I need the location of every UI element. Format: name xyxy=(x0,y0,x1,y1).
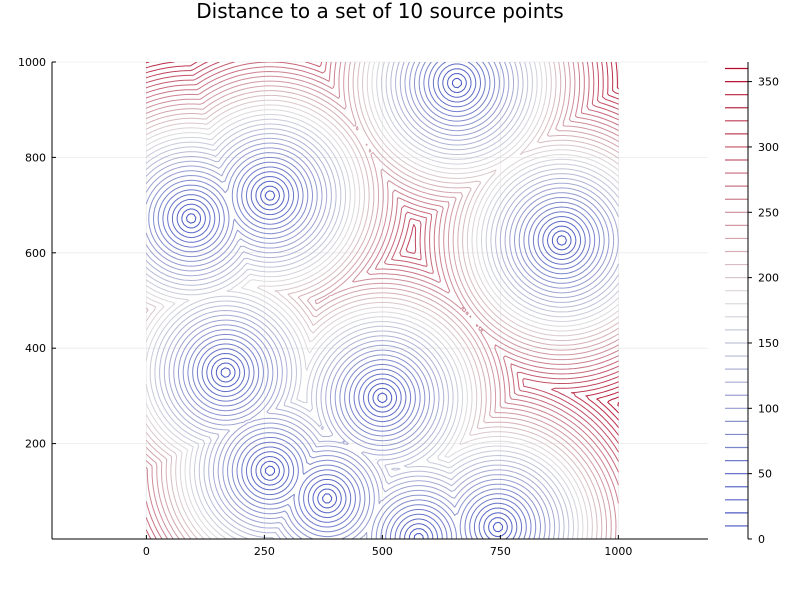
contour-level-10 xyxy=(186,77,567,539)
colorbar-tick-label: 300 xyxy=(758,141,779,154)
x-ticks: 0 250 500 750 1000 xyxy=(143,535,632,558)
contour-level-170 xyxy=(145,62,619,539)
colorbar-tick-label: 350 xyxy=(758,76,779,89)
colorbar-tick-label: 150 xyxy=(758,337,779,350)
contour-level-30 xyxy=(176,68,577,539)
plot-axes xyxy=(51,62,708,540)
y-ticks: 200 400 600 800 1000 xyxy=(18,56,56,451)
contour-level-80 xyxy=(153,62,600,539)
contour-level-220 xyxy=(145,62,619,539)
contour-level-60 xyxy=(162,62,591,539)
contour-level-160 xyxy=(145,62,619,539)
contour-level-210 xyxy=(145,62,619,539)
y-tick-label: 200 xyxy=(25,438,46,451)
contour-level-190 xyxy=(145,62,619,539)
contour-level-40 xyxy=(171,63,582,539)
contour-level-130 xyxy=(145,62,619,539)
colorbar-tick-label: 50 xyxy=(758,468,772,481)
contour-level-240 xyxy=(145,62,619,539)
x-tick-label: 0 xyxy=(143,545,150,558)
contour-level-120 xyxy=(145,62,619,539)
colorbar-tick-label: 0 xyxy=(758,533,765,546)
contour-level-350 xyxy=(607,396,619,414)
contour-level-230 xyxy=(145,62,619,539)
colorbar-tick-label: 100 xyxy=(758,402,779,415)
y-tick-label: 1000 xyxy=(18,56,46,69)
contour-level-200 xyxy=(145,62,619,539)
contour-level-250 xyxy=(145,62,619,539)
contour-level-300 xyxy=(145,62,619,453)
contour-level-320 xyxy=(145,62,619,436)
contour-level-100 xyxy=(145,62,610,539)
x-tick-label: 1000 xyxy=(604,545,632,558)
contour-lines xyxy=(145,62,619,539)
contour-level-50 xyxy=(167,62,586,539)
contour-level-290 xyxy=(145,62,619,539)
contour-level-280 xyxy=(145,62,619,539)
x-tick-label: 500 xyxy=(372,545,393,558)
y-tick-label: 600 xyxy=(25,247,46,260)
contour-level-180 xyxy=(145,62,619,539)
contour-level-70 xyxy=(157,62,596,539)
x-tick-label: 750 xyxy=(490,545,511,558)
contour-level-270 xyxy=(145,62,619,539)
colorbar-tick-label: 200 xyxy=(758,272,779,285)
contour-level-150 xyxy=(145,62,619,539)
contour-level-110 xyxy=(145,62,615,539)
contour-level-90 xyxy=(148,62,605,539)
x-tick-label: 250 xyxy=(254,545,275,558)
y-tick-label: 800 xyxy=(25,151,46,164)
y-tick-label: 400 xyxy=(25,342,46,355)
chart-title: Distance to a set of 10 source points xyxy=(196,0,563,23)
contour-level-310 xyxy=(145,62,619,444)
colorbar: 0 50 100 150 200 250 300 350 xyxy=(725,62,779,546)
contour-level-20 xyxy=(181,73,572,539)
contour-level-340 xyxy=(145,62,619,421)
contour-level-330 xyxy=(145,62,619,428)
contour-level-140 xyxy=(145,62,619,539)
colorbar-tick-label: 250 xyxy=(758,206,779,219)
contour-level-260 xyxy=(145,62,619,539)
